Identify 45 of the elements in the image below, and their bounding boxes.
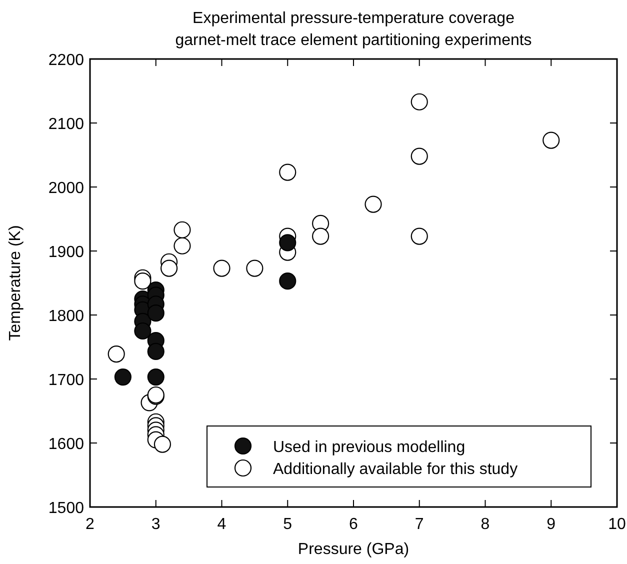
x-tick-label: 6 <box>349 516 358 533</box>
point <box>114 368 132 386</box>
y-tick-label: 1800 <box>48 308 84 325</box>
x-tick-label: 2 <box>86 516 95 533</box>
x-tick-label: 3 <box>151 516 160 533</box>
y-tick-label: 1500 <box>48 500 84 517</box>
point <box>174 221 191 238</box>
point <box>312 228 330 245</box>
point <box>147 342 164 360</box>
point <box>542 132 560 149</box>
point <box>108 345 125 363</box>
x-tick-label: 4 <box>217 516 226 533</box>
point <box>279 164 296 181</box>
y-tick-label: 2000 <box>48 180 84 197</box>
x-tick-label: 10 <box>608 516 626 533</box>
y-tick-label: 2200 <box>48 52 84 69</box>
chart-subtitle: garnet-melt trace element partitioning experiments <box>175 32 532 49</box>
y-tick-label: 1700 <box>48 372 84 389</box>
point <box>134 272 152 290</box>
point <box>410 228 428 245</box>
y-axis-title: Temperature (K) <box>7 225 24 341</box>
point <box>154 436 172 453</box>
point <box>246 260 264 277</box>
legend-label: Used in previous modelling <box>273 439 466 456</box>
x-tick-label: 8 <box>480 516 490 533</box>
point <box>279 234 296 252</box>
x-axis-title: Pressure (GPa) <box>298 541 410 558</box>
point <box>160 260 178 277</box>
point <box>279 272 296 290</box>
point <box>364 196 382 213</box>
x-tick-label: 9 <box>546 516 556 533</box>
point <box>213 260 230 277</box>
y-tick-label: 2100 <box>48 116 84 133</box>
point <box>147 368 164 386</box>
x-tick-label: 7 <box>414 516 424 533</box>
x-tick-label: 5 <box>283 516 292 533</box>
legend-label: Additionally available for this study <box>273 461 518 478</box>
point <box>174 237 191 254</box>
point <box>410 148 428 165</box>
y-tick-label: 1600 <box>48 436 84 453</box>
point <box>134 322 152 340</box>
point <box>147 304 164 322</box>
point <box>410 93 428 110</box>
chart-title: Experimental pressure-temperature coverage <box>192 10 515 27</box>
y-tick-label: 1900 <box>48 244 84 261</box>
